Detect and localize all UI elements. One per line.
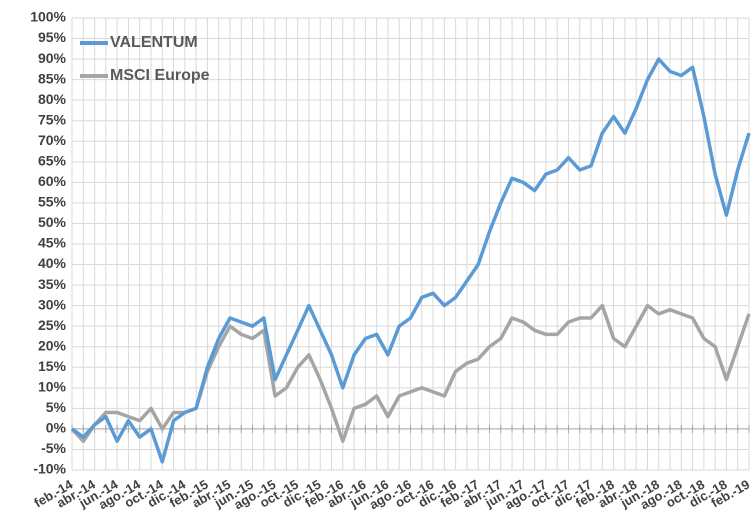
y-tick-label: 0% [46,420,67,436]
y-tick-label: 20% [38,337,67,353]
y-tick-label: 10% [38,379,67,395]
y-tick-label: 55% [38,194,67,210]
y-tick-label: 50% [38,214,67,230]
y-tick-label: 70% [38,132,67,148]
y-tick-label: 5% [46,399,67,415]
legend-label: MSCI Europe [110,67,210,84]
y-tick-label: 15% [38,358,67,374]
y-tick-label: 90% [38,50,67,66]
series-line [70,57,751,464]
y-tick-label: 30% [38,296,67,312]
y-tick-label: 40% [38,255,67,271]
y-tick-label: 45% [38,235,67,251]
y-tick-label: 85% [38,70,67,86]
y-tick-label: 65% [38,153,67,169]
y-tick-label: 80% [38,91,67,107]
y-tick-label: 60% [38,173,67,189]
y-tick-label: 100% [30,9,66,25]
y-tick-label: 95% [38,29,67,45]
y-tick-label: 75% [38,111,67,127]
legend-label: VALENTUM [110,34,198,51]
y-tick-label: 25% [38,317,67,333]
y-tick-label: -5% [41,440,66,456]
y-tick-label: -10% [33,461,66,477]
y-tick-label: 35% [38,276,67,292]
